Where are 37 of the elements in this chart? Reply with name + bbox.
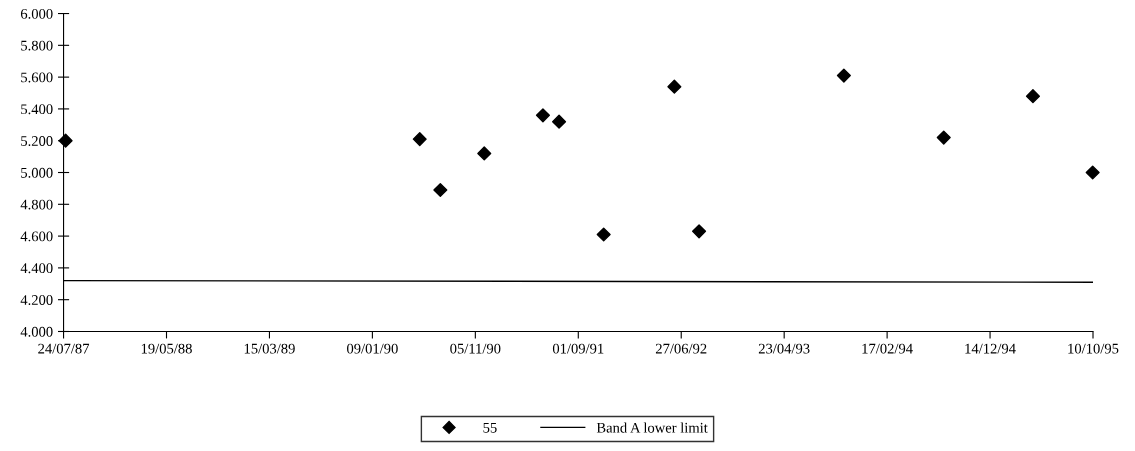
y-tick-label: 4.400 — [20, 263, 53, 274]
y-tick-label: 4.600 — [20, 231, 53, 242]
point — [596, 227, 611, 242]
x-tick-label: 17/02/94 — [862, 343, 913, 354]
y-tick-label: 5.800 — [21, 40, 53, 51]
x-tick-label: 09/01/90 — [347, 343, 398, 354]
legend-label: Band A lower limit — [596, 422, 708, 433]
y-tick-label: 4.000 — [20, 326, 53, 337]
y-tick-label: 5.400 — [21, 104, 53, 115]
y-tick-label: 5.000 — [21, 167, 53, 178]
legend-label: 55 — [483, 422, 497, 433]
point — [1025, 89, 1041, 104]
x-tick-label: 10/10/95 — [1068, 343, 1119, 354]
point — [1085, 165, 1100, 180]
point — [552, 114, 567, 129]
point — [692, 224, 707, 239]
x-tick-label: 27/06/92 — [655, 343, 707, 354]
y-tick-label: 4.800 — [20, 199, 53, 210]
x-tick-label: 15/03/89 — [244, 343, 295, 354]
y-tick-label: 5.200 — [21, 136, 53, 146]
point — [535, 108, 550, 123]
x-tick-label: 14/12/94 — [965, 343, 1016, 354]
x-tick-label: 01/09/91 — [552, 343, 604, 354]
point — [477, 146, 492, 161]
x-tick-label: 24/07/87 — [38, 343, 90, 354]
x-tick-label: 19/05/88 — [141, 343, 192, 354]
point — [412, 132, 427, 147]
point — [58, 133, 73, 148]
x-tick-label: 23/04/93 — [758, 343, 810, 354]
point — [433, 182, 448, 198]
point — [836, 68, 851, 83]
y-tick-label: 5.600 — [21, 72, 53, 83]
point — [936, 130, 951, 145]
x-tick-label: 05/11/90 — [450, 343, 501, 354]
point — [667, 79, 682, 94]
y-tick-label: 6.000 — [20, 8, 53, 19]
y-tick-label: 4.200 — [20, 295, 53, 305]
